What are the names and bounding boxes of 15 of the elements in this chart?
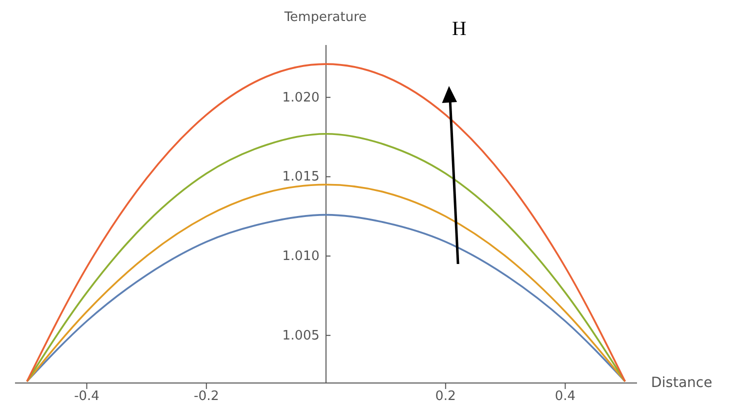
line-series [26, 214, 626, 382]
line-series [26, 184, 626, 382]
y-axis-title: Temperature [283, 10, 367, 25]
x-tick-label: -0.2 [194, 389, 220, 404]
y-tick-label: 1.005 [282, 328, 320, 344]
text: H [452, 18, 466, 41]
x-axis-title: Distance [651, 375, 712, 391]
y-tick-label: 1.010 [282, 249, 320, 264]
x-tick-label: 0.2 [435, 389, 456, 404]
line-series [26, 63, 626, 382]
x-tick-label: 0.4 [554, 389, 576, 404]
x-tick-label: -0.4 [74, 389, 100, 404]
y-tick-label: 1.015 [282, 170, 320, 185]
line-series [26, 132, 626, 382]
y-tick-label: 1.020 [282, 90, 320, 106]
